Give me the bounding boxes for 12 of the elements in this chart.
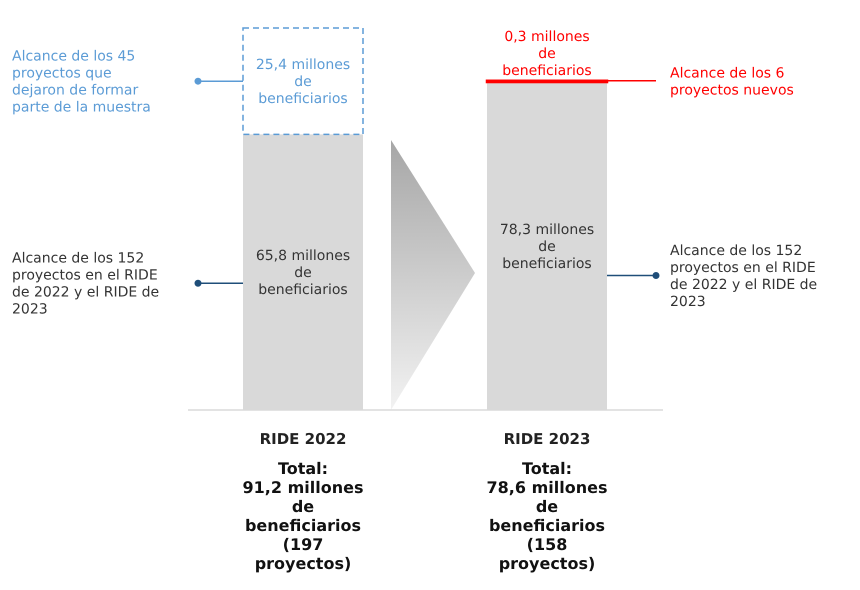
text: Alcance de los 152 proyectos en el RIDE de 2022 y el RIDE de 2023 [670,243,818,310]
data-label: 65,8 millones de beneficiarios [256,248,350,298]
data-label: 0,3 millones de beneficiarios [502,28,592,79]
text: Total: 91,2 millones de beneficiarios (197 proyectos) [242,459,364,573]
text: Alcance de los 45 proyectos que dejaron de formar parte de la muestra [12,48,151,116]
x-tick-label: RIDE 2022 [260,430,346,448]
text: Alcance de los 152 proyectos en el RIDE de 2022 y el RIDE de 2023 [12,250,160,318]
data-label: 78,3 millones de beneficiarios [500,222,594,272]
x-tick-label: RIDE 2023 [504,430,590,448]
text: Total: 78,6 millones de beneficiarios (158 proyectos) [486,459,608,573]
data-label: 25,4 millones de beneficiarios [256,57,350,108]
text: Alcance de los 6 proyectos nuevos [670,65,794,98]
